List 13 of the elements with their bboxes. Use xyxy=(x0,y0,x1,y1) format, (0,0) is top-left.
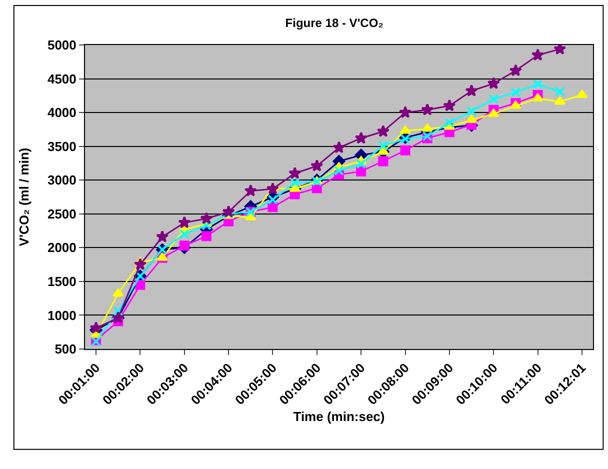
y-tick-label: 2500 xyxy=(47,206,76,222)
chart-title: Figure 18 - V'CO₂ xyxy=(285,16,384,30)
x-axis-title: Time (min:sec) xyxy=(293,409,385,424)
y-tick-label: 4500 xyxy=(47,71,76,86)
y-tick-label: 3000 xyxy=(47,172,76,188)
y-tick-label: 5000 xyxy=(47,38,76,53)
y-tick-label: 1000 xyxy=(47,308,76,323)
y-tick-label: 500 xyxy=(54,342,76,357)
y-axis-title: V'CO₂ (ml / min) xyxy=(16,148,32,246)
y-tick-label: 2000 xyxy=(47,240,76,256)
y-tick-label: 1500 xyxy=(47,274,76,289)
y-tick-label: 3500 xyxy=(47,138,76,154)
y-tick-label: 4000 xyxy=(47,105,76,120)
